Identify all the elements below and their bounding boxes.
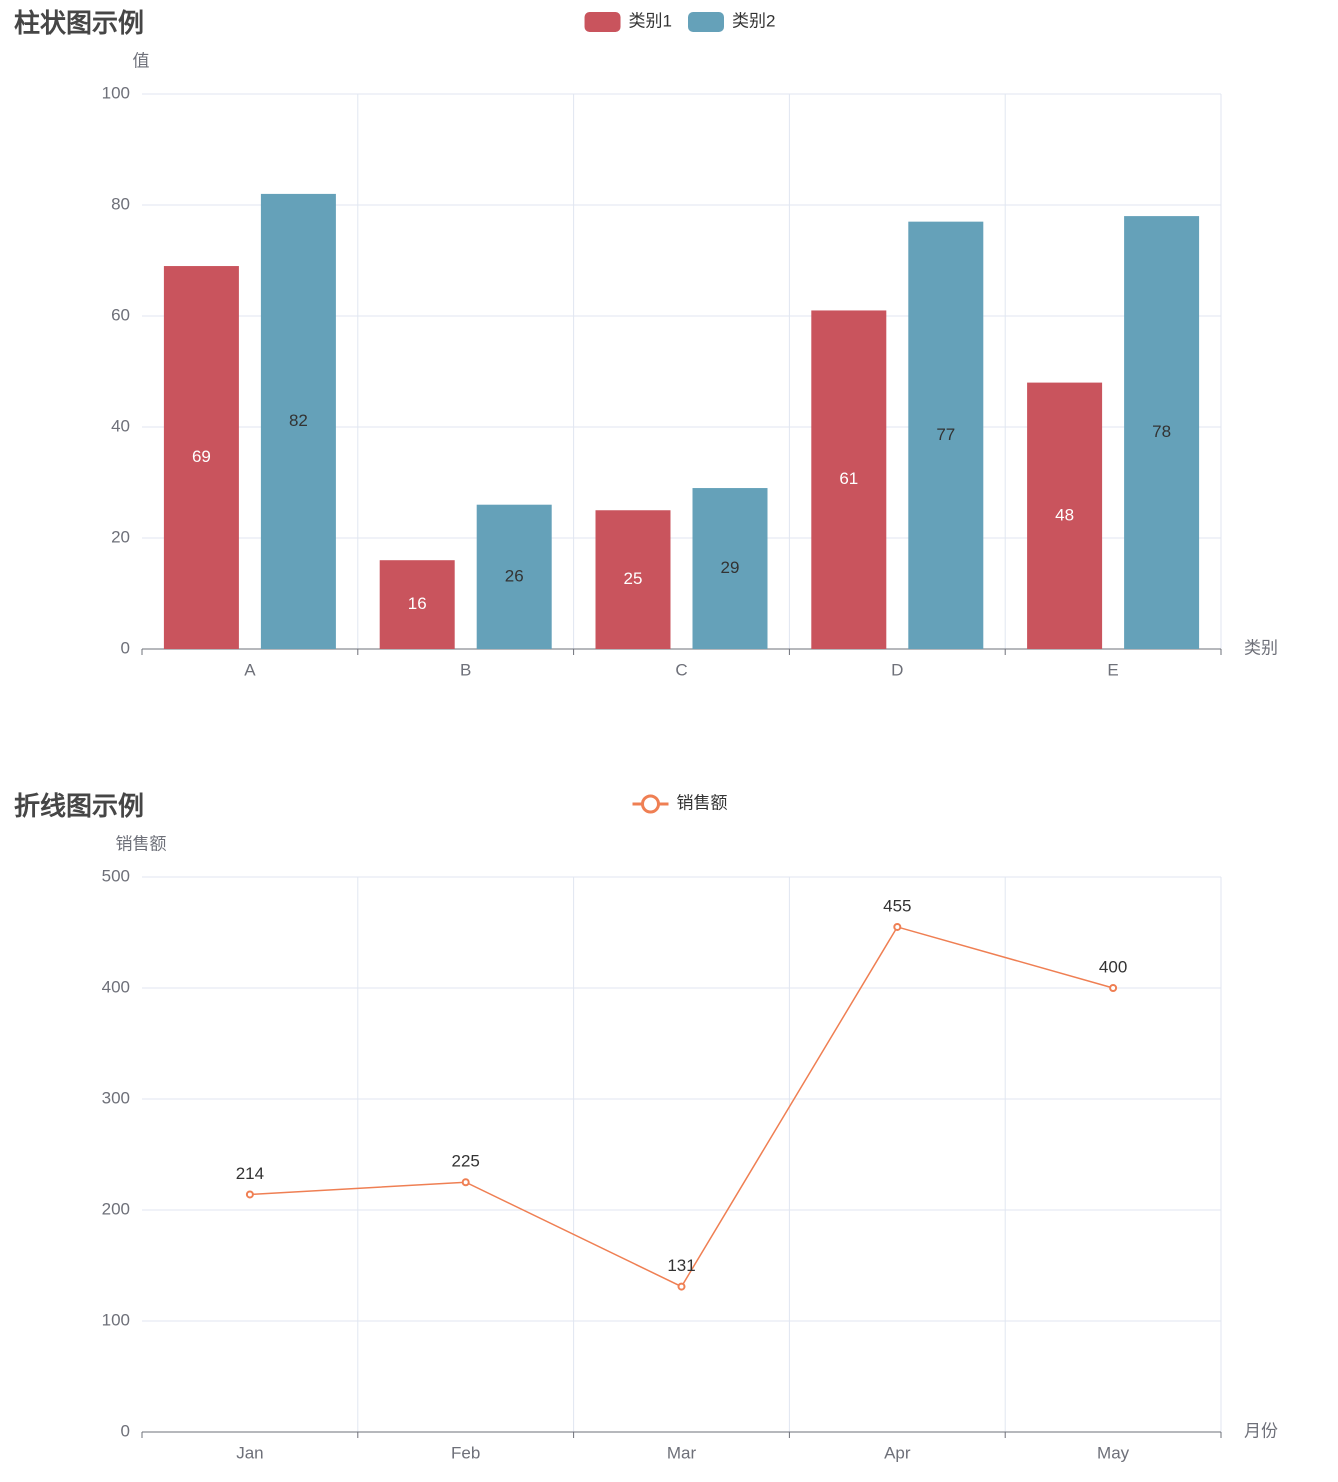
- bar-value-label: 26: [505, 566, 524, 585]
- legend: 销售额: [632, 793, 728, 814]
- y-tick-label: 100: [102, 1310, 130, 1329]
- bar-value-label: 61: [839, 469, 858, 488]
- y-tick-label: 40: [111, 416, 130, 435]
- point: [893, 922, 902, 931]
- legend: 类别1 类别2: [584, 11, 775, 32]
- y-tick-label: 0: [121, 1421, 130, 1440]
- bar-value-label: 77: [936, 425, 955, 444]
- point-value-label: 400: [1099, 957, 1127, 976]
- y-tick-label: 300: [102, 1088, 130, 1107]
- legend-label: 类别2: [732, 11, 775, 30]
- y-tick-label: 500: [102, 866, 130, 885]
- bar: [379, 560, 455, 649]
- x-tick-label: Feb: [451, 1443, 480, 1462]
- y-tick-label: 0: [121, 638, 130, 657]
- bar: [476, 504, 552, 649]
- point: [677, 1282, 686, 1291]
- y-tick-label: 20: [111, 527, 130, 546]
- y-axis-label: 值: [133, 51, 150, 70]
- chart-title: 柱状图示例: [14, 8, 144, 38]
- point-value-label: 131: [667, 1256, 695, 1275]
- point-value-label: 225: [452, 1152, 480, 1171]
- x-tick-label: Apr: [884, 1443, 911, 1462]
- bar-value-label: 25: [624, 569, 643, 588]
- bar: [260, 193, 336, 649]
- bar-value-label: 69: [192, 447, 211, 466]
- chart-title: 折线图示例: [14, 791, 144, 821]
- point-value-label: 214: [236, 1164, 264, 1183]
- x-tick-label: B: [460, 660, 471, 679]
- x-axis-label: 月份: [1244, 1421, 1278, 1440]
- y-tick-label: 60: [111, 305, 130, 324]
- legend-label: 销售额: [677, 793, 728, 812]
- bar: [908, 221, 984, 649]
- bar: [595, 510, 671, 649]
- point: [1109, 984, 1118, 992]
- bar: [1027, 382, 1103, 649]
- x-tick-label: Mar: [667, 1443, 697, 1462]
- point-value-label: 455: [883, 896, 911, 915]
- bar-value-label: 48: [1055, 505, 1074, 524]
- x-tick-label: May: [1097, 1443, 1130, 1462]
- legend-swatch: [688, 12, 724, 32]
- y-axis-label: 销售额: [116, 834, 167, 853]
- bar: [163, 266, 239, 649]
- y-tick-label: 200: [102, 1199, 130, 1218]
- line: [249, 926, 1114, 1288]
- point: [461, 1178, 470, 1187]
- legend-swatch: [641, 794, 660, 814]
- x-tick-label: Jan: [236, 1443, 263, 1462]
- y-tick-label: 80: [111, 194, 130, 213]
- bar-value-label: 82: [289, 411, 308, 430]
- bar: [811, 310, 887, 649]
- y-tick-label: 100: [102, 83, 130, 102]
- legend-swatch: [584, 12, 621, 32]
- legend-label: 类别1: [629, 11, 672, 30]
- bar-value-label: 78: [1152, 422, 1171, 441]
- x-tick-label: E: [1107, 660, 1118, 679]
- bar-value-label: 16: [408, 594, 427, 613]
- bar: [1124, 216, 1200, 649]
- x-tick-label: D: [891, 660, 903, 679]
- bar-value-label: 29: [721, 558, 740, 577]
- bar: [692, 488, 768, 649]
- x-axis-label: 类别: [1244, 638, 1278, 657]
- point: [245, 1190, 254, 1199]
- y-tick-label: 400: [102, 977, 130, 996]
- x-tick-label: A: [244, 660, 256, 679]
- x-tick-label: C: [675, 660, 687, 679]
